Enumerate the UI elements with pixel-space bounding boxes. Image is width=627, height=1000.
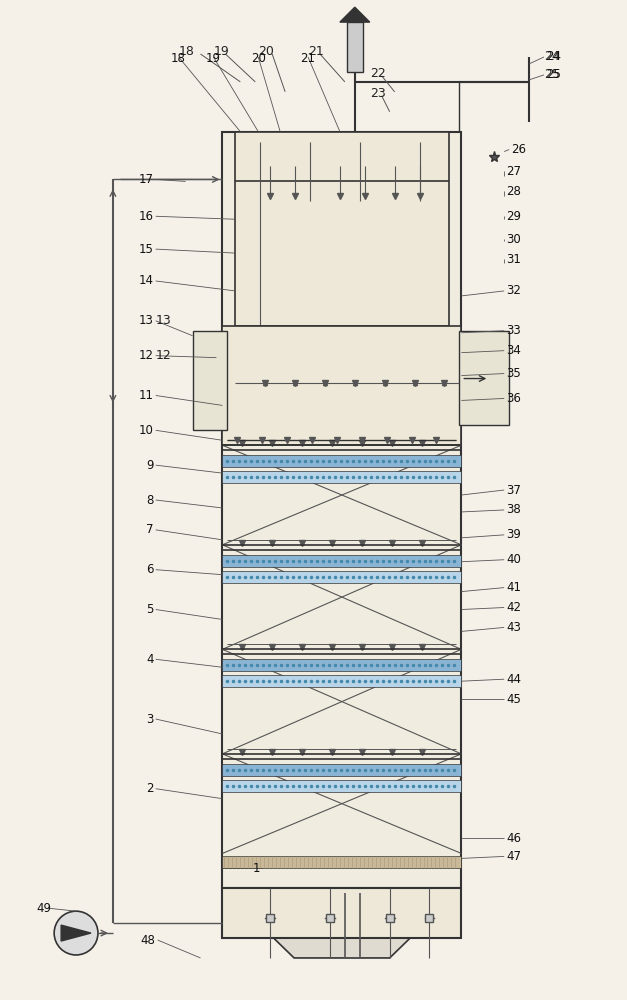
Text: 37: 37 <box>506 484 521 497</box>
Bar <box>223 856 461 868</box>
Bar <box>235 132 450 326</box>
Text: 1: 1 <box>253 862 260 875</box>
Text: 40: 40 <box>506 553 521 566</box>
Text: 6: 6 <box>146 563 154 576</box>
Text: 22: 22 <box>370 67 386 80</box>
Bar <box>223 764 461 776</box>
Text: 48: 48 <box>141 934 155 947</box>
Text: 16: 16 <box>139 210 154 223</box>
Text: 19: 19 <box>213 45 229 58</box>
Text: 49: 49 <box>36 902 51 915</box>
Text: 17: 17 <box>139 173 154 186</box>
Text: 44: 44 <box>506 673 521 686</box>
Text: 27: 27 <box>506 165 521 178</box>
Bar <box>223 888 461 938</box>
Bar <box>223 132 461 888</box>
Text: 13: 13 <box>139 314 154 327</box>
Text: 21: 21 <box>300 52 315 65</box>
Text: 41: 41 <box>506 581 521 594</box>
Bar <box>223 571 461 583</box>
Text: 32: 32 <box>506 284 521 297</box>
Text: 18: 18 <box>171 52 186 65</box>
Text: 13: 13 <box>155 314 171 327</box>
Circle shape <box>54 911 98 955</box>
Text: 9: 9 <box>146 459 154 472</box>
Text: 20: 20 <box>258 45 274 58</box>
Text: 14: 14 <box>139 274 154 287</box>
Text: 8: 8 <box>146 493 154 506</box>
Text: 12: 12 <box>139 349 154 362</box>
Text: 28: 28 <box>506 185 521 198</box>
Bar <box>223 659 461 671</box>
Text: 11: 11 <box>139 389 154 402</box>
Text: 25: 25 <box>546 68 561 81</box>
Circle shape <box>352 159 368 174</box>
Bar <box>223 326 461 445</box>
Bar <box>223 455 461 467</box>
Text: 4: 4 <box>146 653 154 666</box>
Text: 34: 34 <box>506 344 521 357</box>
Circle shape <box>272 159 288 174</box>
Bar <box>192 331 228 430</box>
Text: 31: 31 <box>506 253 521 266</box>
Text: 5: 5 <box>146 603 154 616</box>
Text: 12: 12 <box>155 349 171 362</box>
Bar <box>223 675 461 687</box>
Text: 38: 38 <box>506 503 521 516</box>
Text: 25: 25 <box>544 68 560 81</box>
Bar <box>223 555 461 567</box>
Text: 24: 24 <box>544 50 560 63</box>
Text: 46: 46 <box>506 832 521 845</box>
Text: 20: 20 <box>251 52 266 65</box>
Text: 2: 2 <box>146 782 154 795</box>
Text: 23: 23 <box>370 87 386 100</box>
Text: 35: 35 <box>506 367 521 380</box>
Bar <box>460 331 509 425</box>
Text: 47: 47 <box>506 850 521 863</box>
Text: 33: 33 <box>506 324 521 337</box>
Text: 18: 18 <box>179 45 194 58</box>
Text: 29: 29 <box>506 210 521 223</box>
Bar <box>347 22 363 72</box>
Polygon shape <box>61 925 91 941</box>
Text: 42: 42 <box>506 601 521 614</box>
Polygon shape <box>340 7 370 22</box>
Text: 39: 39 <box>506 528 521 541</box>
Text: 30: 30 <box>506 233 521 246</box>
Text: 45: 45 <box>506 693 521 706</box>
Text: 19: 19 <box>206 52 221 65</box>
Text: 15: 15 <box>139 243 154 256</box>
Text: 36: 36 <box>506 392 521 405</box>
Text: 26: 26 <box>511 143 526 156</box>
Text: 10: 10 <box>139 424 154 437</box>
Text: 7: 7 <box>146 523 154 536</box>
Text: 3: 3 <box>146 713 154 726</box>
Polygon shape <box>223 888 461 958</box>
Bar <box>223 471 461 483</box>
Bar <box>223 780 461 792</box>
Text: 43: 43 <box>506 621 521 634</box>
Text: 21: 21 <box>308 45 324 58</box>
Text: 24: 24 <box>546 50 561 63</box>
